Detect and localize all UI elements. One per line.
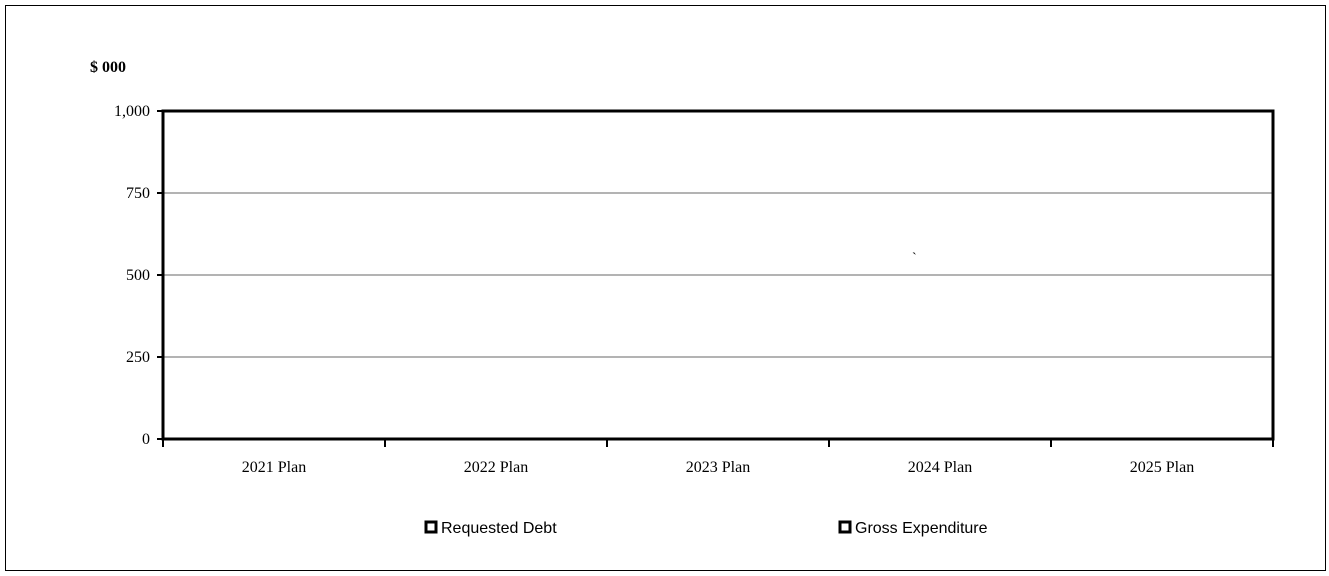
y-tick-label: 0 bbox=[142, 431, 150, 448]
y-axis-label: $ 000 bbox=[90, 59, 126, 76]
legend-swatch bbox=[424, 520, 438, 534]
annotation: ` bbox=[912, 251, 917, 266]
x-tick-label: 2025 Plan bbox=[1130, 459, 1194, 476]
legend-label: Requested Debt bbox=[441, 520, 557, 537]
y-tick-label: 750 bbox=[126, 185, 150, 202]
x-tick-label: 2023 Plan bbox=[686, 459, 750, 476]
x-tick-label: 2022 Plan bbox=[464, 459, 528, 476]
legend-swatch-center bbox=[429, 525, 433, 529]
y-tick-label: 250 bbox=[126, 349, 150, 366]
y-axis: 0 250 500 750 1,000 bbox=[114, 103, 163, 448]
legend-label: Gross Expenditure bbox=[855, 520, 988, 537]
x-axis: 2021 Plan 2022 Plan 2023 Plan 2024 Plan 2025… bbox=[162, 439, 1274, 476]
y-tick-label: 1,000 bbox=[114, 103, 150, 120]
legend-swatch bbox=[838, 520, 852, 534]
legend-swatch-center bbox=[843, 525, 847, 529]
x-tick-label: 2024 Plan bbox=[908, 459, 972, 476]
chart-frame bbox=[5, 5, 1326, 571]
x-tick-label: 2021 Plan bbox=[242, 459, 306, 476]
legend: Requested Debt Gross Expenditure bbox=[424, 520, 988, 537]
y-tick-label: 500 bbox=[126, 267, 150, 284]
gridlines bbox=[163, 192, 1273, 358]
